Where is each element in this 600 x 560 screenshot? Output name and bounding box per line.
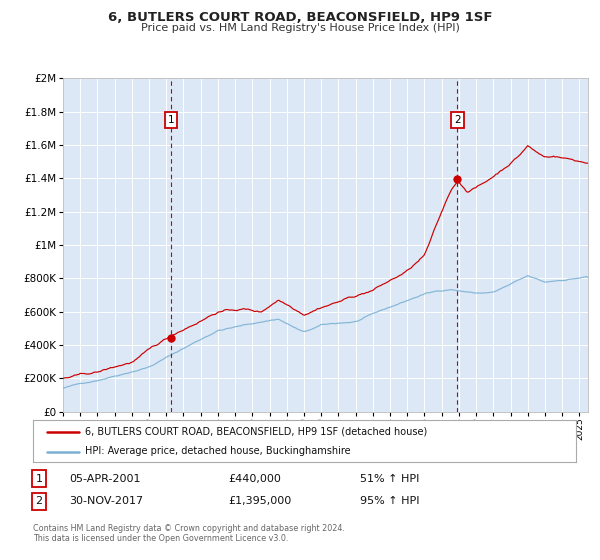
Text: 1: 1	[35, 474, 43, 484]
Text: Contains HM Land Registry data © Crown copyright and database right 2024.
This d: Contains HM Land Registry data © Crown c…	[33, 524, 345, 543]
Text: 30-NOV-2017: 30-NOV-2017	[69, 496, 143, 506]
Text: 6, BUTLERS COURT ROAD, BEACONSFIELD, HP9 1SF: 6, BUTLERS COURT ROAD, BEACONSFIELD, HP9…	[108, 11, 492, 24]
Text: £1,395,000: £1,395,000	[228, 496, 291, 506]
Text: 1: 1	[167, 115, 174, 125]
Text: £440,000: £440,000	[228, 474, 281, 484]
Text: 05-APR-2001: 05-APR-2001	[69, 474, 140, 484]
Text: 2: 2	[35, 496, 43, 506]
Text: HPI: Average price, detached house, Buckinghamshire: HPI: Average price, detached house, Buck…	[85, 446, 350, 456]
Text: 51% ↑ HPI: 51% ↑ HPI	[360, 474, 419, 484]
Text: Price paid vs. HM Land Registry's House Price Index (HPI): Price paid vs. HM Land Registry's House …	[140, 23, 460, 33]
Text: 95% ↑ HPI: 95% ↑ HPI	[360, 496, 419, 506]
Text: 2: 2	[454, 115, 461, 125]
Text: 6, BUTLERS COURT ROAD, BEACONSFIELD, HP9 1SF (detached house): 6, BUTLERS COURT ROAD, BEACONSFIELD, HP9…	[85, 427, 427, 437]
